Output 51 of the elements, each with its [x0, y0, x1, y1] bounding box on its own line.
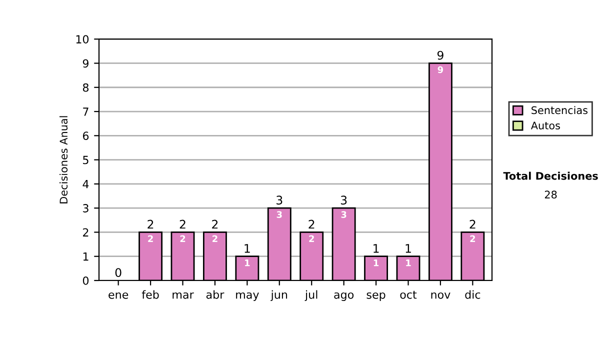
x-tick-label: ago	[334, 292, 354, 301]
data-label: 3	[276, 211, 282, 218]
x-tick-label: jul	[304, 290, 318, 301]
y-tick-label: 4	[82, 180, 89, 188]
x-tick-label: abr	[206, 290, 224, 299]
total-label: 1	[406, 244, 411, 253]
total-label: 1	[374, 244, 379, 253]
data-label: 9	[438, 66, 444, 74]
text: Total Decisiones	[503, 172, 598, 180]
legend-label: Autos	[530, 122, 560, 130]
y-tick-label: 0	[82, 276, 89, 285]
data-label: 1	[406, 260, 411, 266]
data-label: 2	[212, 235, 218, 242]
legend-label: Sentencias	[532, 106, 588, 114]
y-tick-label: 7	[83, 108, 88, 116]
total-label: 1	[244, 244, 250, 253]
total-label: 2	[470, 220, 476, 229]
data-label: 2	[180, 235, 186, 242]
total-label: 9	[437, 50, 444, 60]
y-tick-label: 6	[82, 132, 89, 140]
data-label: 1	[374, 260, 379, 266]
y-tick-label: 5	[83, 156, 88, 164]
total-label: 2	[148, 220, 154, 229]
x-tick-label: sep	[366, 292, 386, 301]
y-tick-label: 10	[76, 35, 89, 44]
data-label: 2	[470, 235, 476, 242]
total-label: 3	[340, 196, 347, 205]
x-tick-label: oct	[400, 290, 417, 299]
total-label: 3	[276, 196, 282, 205]
total-label: 0	[115, 268, 122, 278]
data-label: 3	[341, 211, 346, 218]
text: 28	[544, 190, 557, 199]
data-label: 1	[245, 260, 250, 266]
total-label: 2	[212, 220, 218, 229]
x-tick-label: nov	[431, 292, 450, 299]
x-tick-label: mar	[172, 292, 194, 299]
total-label: 2	[308, 220, 314, 229]
y-tick-label: 2	[83, 228, 88, 236]
data-label: 2	[309, 235, 314, 242]
y-axis-title: Decisiones Anual	[60, 116, 68, 204]
x-tick-label: may	[236, 292, 259, 301]
y-tick-label: 8	[82, 83, 89, 92]
y-tick-label: 1	[83, 252, 88, 261]
x-tick-label: dic	[465, 290, 480, 299]
x-tick-label: ene	[108, 292, 128, 299]
data-label: 2	[148, 235, 153, 242]
y-tick-label: 9	[82, 59, 88, 68]
total-label: 2	[180, 220, 186, 229]
x-tick-label: feb	[142, 290, 159, 299]
y-tick-label: 3	[83, 204, 88, 212]
x-tick-label: jun	[270, 290, 288, 301]
